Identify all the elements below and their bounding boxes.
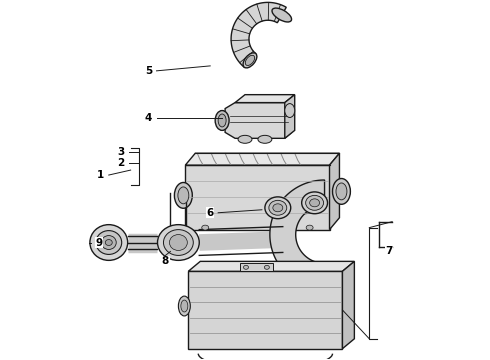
Polygon shape — [188, 261, 354, 271]
Polygon shape — [188, 271, 343, 349]
Text: 9: 9 — [95, 238, 102, 248]
Ellipse shape — [272, 8, 292, 22]
Ellipse shape — [202, 225, 209, 230]
Polygon shape — [285, 95, 294, 138]
Text: 1: 1 — [97, 170, 104, 180]
Ellipse shape — [238, 135, 252, 143]
Ellipse shape — [101, 235, 116, 249]
Ellipse shape — [178, 187, 189, 204]
Polygon shape — [240, 264, 273, 271]
Ellipse shape — [285, 104, 294, 117]
Polygon shape — [270, 180, 324, 289]
Ellipse shape — [215, 111, 229, 130]
Ellipse shape — [181, 300, 188, 312]
Ellipse shape — [265, 197, 291, 219]
Ellipse shape — [244, 265, 248, 269]
Ellipse shape — [170, 235, 187, 251]
Ellipse shape — [164, 230, 193, 255]
Polygon shape — [225, 103, 292, 138]
Text: 8: 8 — [162, 256, 169, 266]
Ellipse shape — [105, 239, 112, 246]
Text: 7: 7 — [386, 247, 393, 256]
Text: 6: 6 — [207, 208, 214, 218]
Ellipse shape — [243, 53, 257, 68]
Polygon shape — [185, 153, 340, 165]
Ellipse shape — [310, 199, 319, 207]
Polygon shape — [235, 95, 294, 103]
Ellipse shape — [269, 201, 287, 215]
Ellipse shape — [157, 225, 199, 260]
Ellipse shape — [96, 231, 122, 255]
Polygon shape — [231, 3, 286, 67]
Ellipse shape — [265, 265, 270, 269]
Text: 4: 4 — [145, 113, 152, 123]
Ellipse shape — [333, 179, 350, 204]
Ellipse shape — [306, 225, 313, 230]
Polygon shape — [343, 261, 354, 349]
Polygon shape — [329, 153, 340, 230]
Text: 3: 3 — [117, 147, 124, 157]
Ellipse shape — [90, 225, 128, 260]
Ellipse shape — [306, 195, 323, 210]
Ellipse shape — [258, 135, 272, 143]
Text: 2: 2 — [117, 158, 124, 168]
Polygon shape — [185, 165, 329, 230]
Ellipse shape — [336, 183, 347, 200]
Ellipse shape — [245, 55, 255, 66]
Ellipse shape — [218, 114, 226, 127]
Ellipse shape — [273, 204, 283, 212]
Ellipse shape — [178, 296, 190, 316]
Ellipse shape — [302, 192, 327, 214]
Ellipse shape — [174, 183, 192, 208]
Text: 5: 5 — [145, 66, 152, 76]
